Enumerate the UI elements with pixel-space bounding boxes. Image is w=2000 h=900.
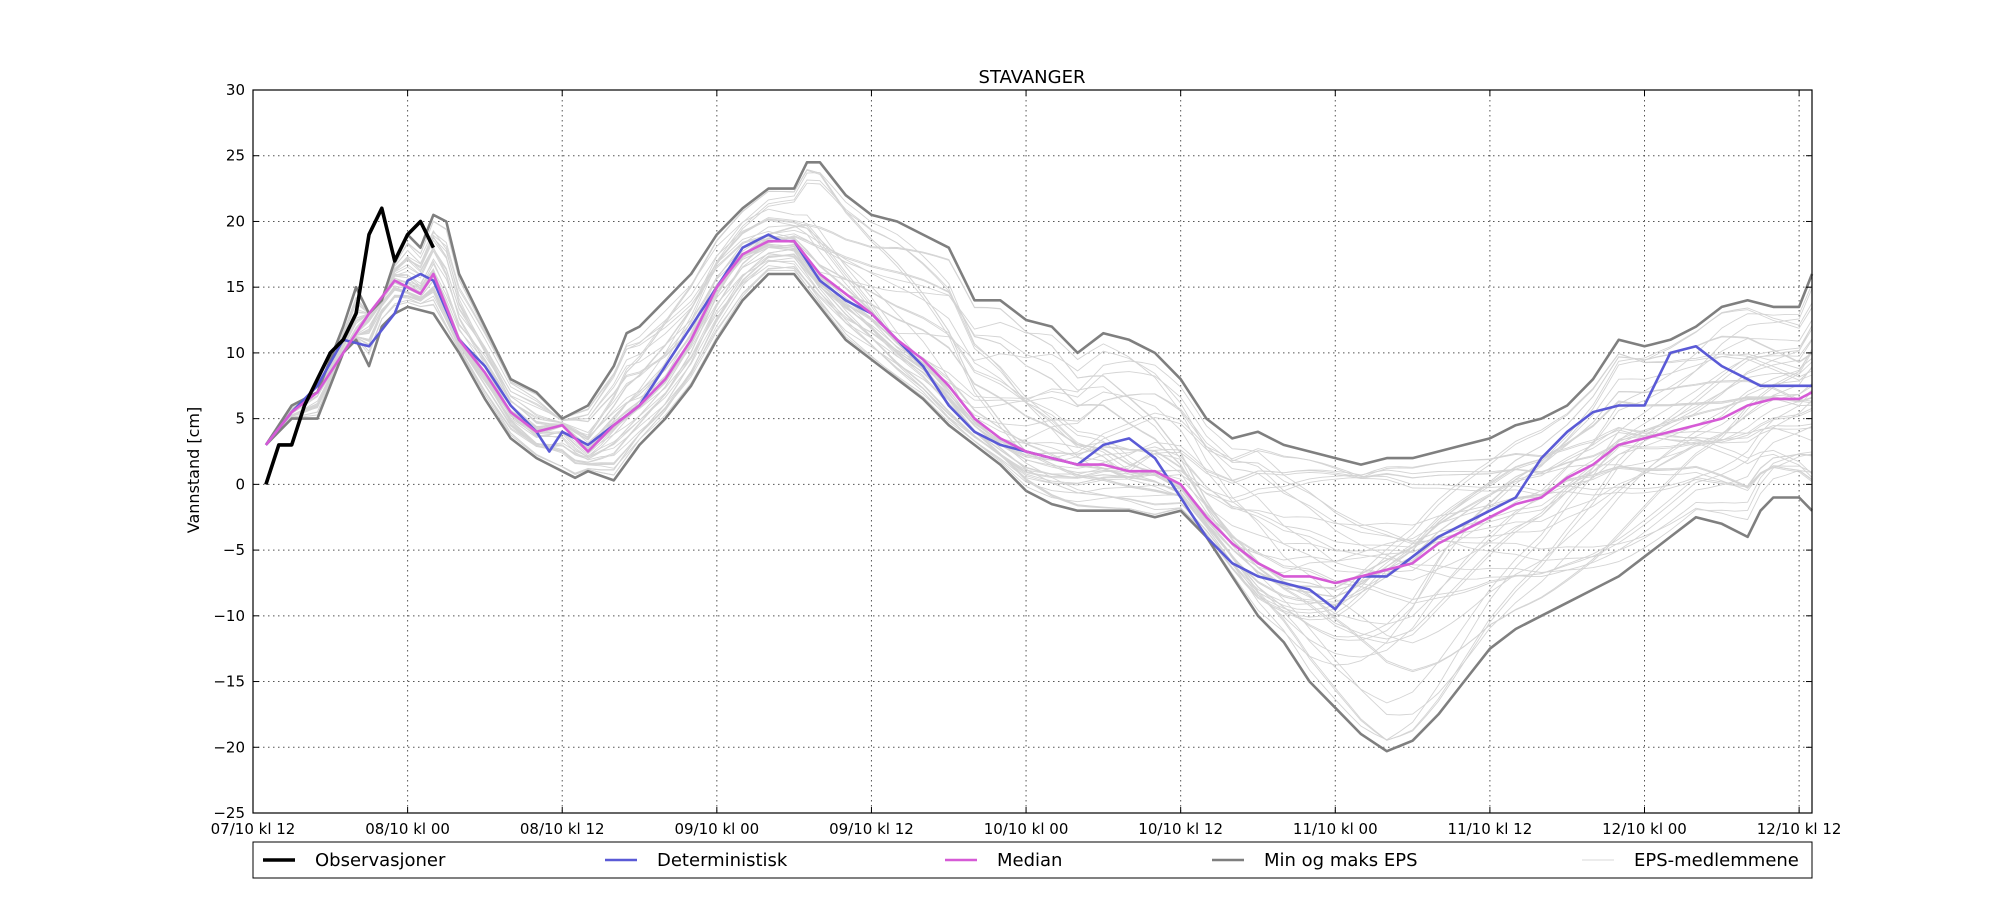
eps-member-line <box>265 244 1813 580</box>
eps-member-line <box>265 220 1813 671</box>
eps-member-line <box>265 236 1813 611</box>
x-tick-label: 09/10 kl 12 <box>829 820 914 838</box>
y-tick-label: −25 <box>213 804 245 822</box>
y-tick-label: −5 <box>223 541 245 559</box>
legend-label: Min og maks EPS <box>1264 850 1418 871</box>
eps-member-line <box>265 248 1813 598</box>
eps-member-line <box>265 230 1813 600</box>
x-axis-ticks: 07/10 kl 12 08/10 kl 00 08/10 kl 12 09/10 k… <box>211 90 1842 838</box>
x-tick-label: 07/10 kl 12 <box>211 820 296 838</box>
y-axis-ticks: 30 25 20 15 10 5 0 −5 −10 −15 −20 −25 <box>213 81 1812 822</box>
x-tick-label: 10/10 kl 12 <box>1138 820 1223 838</box>
y-tick-label: 20 <box>226 212 245 230</box>
x-tick-label: 10/10 kl 00 <box>984 820 1069 838</box>
eps-member-line <box>265 247 1813 503</box>
eps-member-line <box>265 220 1813 673</box>
chart-title: STAVANGER <box>979 67 1086 88</box>
y-tick-label: −15 <box>213 673 245 691</box>
x-tick-label: 11/10 kl 00 <box>1293 820 1378 838</box>
series-line-deterministisk <box>264 233 1812 611</box>
series-line-median <box>264 239 1813 585</box>
eps-member-line <box>265 257 1813 581</box>
legend: Observasjoner Deterministisk Median Min og … <box>252 841 1813 879</box>
series-line-maks-eps <box>264 161 1814 466</box>
eps-member-line <box>265 235 1813 574</box>
eps-member-line <box>265 230 1813 704</box>
legend-label: Median <box>997 850 1062 871</box>
eps-member-line <box>265 208 1813 553</box>
legend-label: Deterministisk <box>657 850 788 871</box>
eps-member-line <box>265 224 1813 640</box>
x-tick-label: 11/10 kl 12 <box>1448 820 1533 838</box>
y-tick-label: 0 <box>235 475 245 493</box>
legend-label: Observasjoner <box>315 850 446 871</box>
eps-member-line <box>265 253 1813 482</box>
y-tick-label: 10 <box>226 344 245 362</box>
x-tick-label: 08/10 kl 00 <box>365 820 450 838</box>
y-tick-label: −20 <box>213 738 245 756</box>
legend-label: EPS-medlemmene <box>1634 850 1799 871</box>
grid <box>253 90 1812 813</box>
plot-frame <box>252 89 1813 814</box>
eps-member-line <box>265 235 1813 741</box>
eps-member-line <box>265 254 1813 641</box>
y-axis-label: Vannstand [cm] <box>184 407 203 533</box>
eps-member-line <box>265 182 1813 589</box>
y-tick-label: −10 <box>213 607 245 625</box>
eps-member-line <box>265 235 1813 492</box>
x-tick-label: 08/10 kl 12 <box>520 820 605 838</box>
series-line-min-eps <box>264 272 1813 753</box>
x-tick-label: 12/10 kl 00 <box>1602 820 1687 838</box>
y-tick-label: 15 <box>226 278 245 296</box>
legend-frame <box>252 841 1813 879</box>
y-tick-label: 25 <box>226 147 245 165</box>
series-line-observasjoner <box>264 206 436 485</box>
y-tick-label: 5 <box>235 410 245 428</box>
eps-member-line <box>265 237 1813 562</box>
eps-member-line <box>265 246 1813 625</box>
eps-member-line <box>265 236 1813 591</box>
eps-member-line <box>265 233 1813 716</box>
x-tick-label: 09/10 kl 00 <box>674 820 759 838</box>
eps-member-line <box>265 239 1813 548</box>
series <box>264 161 1814 753</box>
y-tick-label: 30 <box>226 81 245 99</box>
x-tick-label: 12/10 kl 12 <box>1757 820 1842 838</box>
